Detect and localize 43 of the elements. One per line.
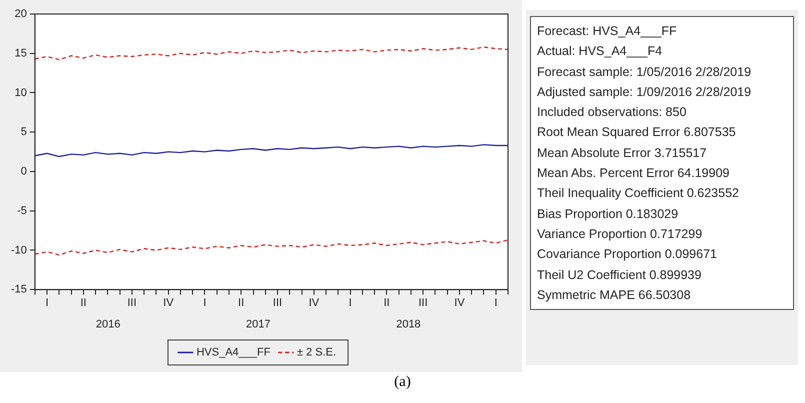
text: Theil U2 Coefficient 0.899939 [537, 266, 702, 284]
text: Forecast sample: 1/05/2016 2/28/2019 [537, 64, 752, 81]
x-tick-label: IV [308, 297, 320, 310]
x-tick-label: III [418, 297, 428, 310]
y-tick-label: -15 [10, 284, 27, 296]
text: Variance Proportion 0.717299 [537, 226, 704, 243]
x-tick-label: I [348, 297, 352, 310]
x2-tick-label: 2016 [96, 318, 120, 330]
y-tick-label: 5 [20, 126, 27, 138]
line-series [34, 239, 509, 256]
y-tick-label: 15 [14, 47, 27, 60]
x-tick-label: III [127, 297, 137, 310]
x2-tick-label: 2017 [246, 318, 271, 330]
x-tick-label: III [272, 297, 282, 310]
text: Root Mean Squared Error 6.807535 [537, 124, 737, 142]
legend-label: HVS_A4___FF [196, 346, 271, 359]
y-tick-label: -5 [17, 204, 27, 217]
x-tick-label: II [238, 297, 244, 310]
text: Adjusted sample: 1/09/2016 2/28/2019 [537, 84, 752, 101]
text: Mean Absolute Error 3.715517 [537, 144, 708, 162]
text: Covariance Proportion 0.099671 [537, 246, 718, 264]
x-tick-label: II [80, 297, 86, 310]
text: Forecast: HVS_A4___FF [537, 23, 678, 40]
x-tick-label: I [494, 297, 498, 310]
y-tick-label: -10 [10, 244, 27, 256]
x2-tick-label: 2018 [396, 318, 421, 330]
x-tick-label: IV [454, 297, 466, 310]
text: Bias Proportion 0.183029 [537, 206, 680, 223]
line-series [34, 46, 509, 60]
text: Actual: HVS_A4___F4 [537, 43, 664, 60]
x-tick-label: I [203, 297, 206, 310]
legend-label: ± 2 S.E. [296, 346, 336, 359]
text: Theil Inequality Coefficient 0.623552 [537, 185, 740, 202]
y-tick-label: 10 [14, 86, 27, 99]
x-tick-label: II [384, 297, 390, 310]
x-tick-label: IV [163, 297, 174, 310]
x-tick-label: I [46, 297, 49, 310]
y-tick-label: 20 [14, 8, 27, 20]
text: Included observations: 850 [537, 104, 688, 122]
text: Symmetric MAPE 66.50308 [537, 286, 692, 304]
text: Mean Abs. Percent Error 64.19909 [537, 165, 730, 182]
text: (a) [394, 374, 411, 390]
y-tick-label: 0 [20, 166, 27, 178]
